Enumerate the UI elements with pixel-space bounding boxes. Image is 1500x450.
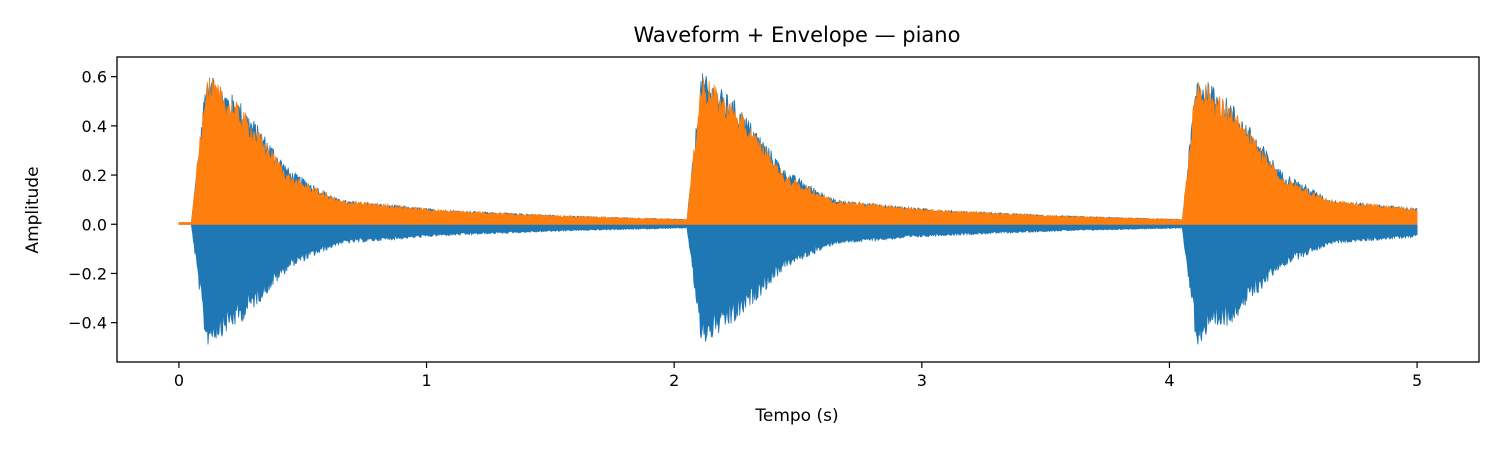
y-tick-label: −0.4 [68,314,107,333]
y-tick-label: 0.4 [82,117,107,136]
y-tick-label: 0.0 [82,215,107,234]
x-tick-label: 4 [1164,371,1174,390]
plot-frame [116,56,1480,363]
chart-title: Waveform + Envelope — piano [634,23,961,47]
x-axis: 0 1 2 3 4 5 [174,362,1422,390]
y-tick-label: −0.2 [68,264,107,283]
x-tick-label: 0 [174,371,184,390]
plot-area [178,73,1418,345]
x-tick-label: 3 [917,371,927,390]
y-tick-label: 0.6 [82,68,107,87]
x-tick-label: 1 [421,371,431,390]
x-tick-label: 2 [669,371,679,390]
y-axis: −0.4 −0.2 0.0 0.2 0.4 0.6 [68,68,117,333]
x-tick-label: 5 [1412,371,1422,390]
x-axis-label: Tempo (s) [754,406,838,426]
y-axis-label: Amplitude [23,166,43,253]
envelope-series [178,78,1418,225]
y-tick-label: 0.2 [82,166,107,185]
